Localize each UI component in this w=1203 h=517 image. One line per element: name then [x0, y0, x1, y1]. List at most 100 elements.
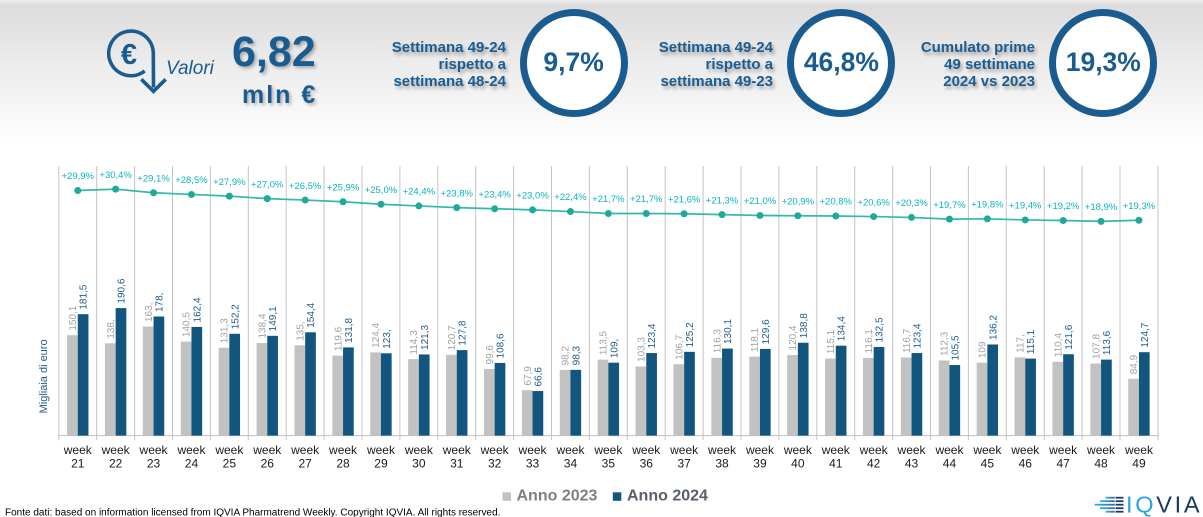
svg-text:106,7: 106,7 [674, 334, 685, 359]
svg-text:+23,0%: +23,0% [516, 191, 549, 202]
svg-text:24: 24 [185, 457, 199, 471]
svg-text:117,: 117, [1016, 334, 1027, 353]
svg-text:39: 39 [753, 457, 767, 471]
svg-text:115,1: 115,1 [826, 329, 837, 354]
svg-text:28: 28 [336, 457, 350, 471]
svg-text:+23,4%: +23,4% [478, 189, 511, 200]
svg-text:26: 26 [261, 457, 275, 471]
svg-text:week: week [631, 443, 661, 457]
svg-text:150,1: 150,1 [68, 305, 79, 330]
svg-text:week: week [214, 443, 244, 457]
svg-text:116,7: 116,7 [902, 328, 913, 353]
svg-text:week: week [139, 443, 169, 457]
svg-text:36: 36 [640, 457, 654, 471]
svg-text:108,6: 108,6 [496, 333, 507, 358]
svg-text:Fonte dati: based on informati: Fonte dati: based on information license… [5, 507, 500, 517]
svg-text:41: 41 [829, 457, 843, 471]
svg-text:27: 27 [298, 457, 312, 471]
svg-text:105,5: 105,5 [950, 335, 961, 360]
svg-text:+24,4%: +24,4% [403, 187, 436, 198]
svg-text:125,2: 125,2 [685, 322, 696, 347]
svg-text:week: week [934, 443, 964, 457]
svg-text:113,6: 113,6 [1102, 330, 1113, 355]
svg-text:week: week [972, 443, 1002, 457]
svg-text:week: week [1010, 443, 1040, 457]
svg-text:149,1: 149,1 [268, 306, 279, 331]
svg-text:+27,0%: +27,0% [251, 179, 284, 190]
svg-text:+30,4%: +30,4% [99, 170, 132, 181]
svg-text:134,4: 134,4 [837, 316, 848, 341]
svg-text:22: 22 [109, 457, 123, 471]
svg-text:127,8: 127,8 [458, 320, 469, 345]
svg-text:43: 43 [905, 457, 919, 471]
svg-text:week: week [442, 443, 472, 457]
svg-text:35: 35 [602, 457, 616, 471]
svg-text:129,6: 129,6 [761, 319, 772, 344]
svg-text:131,8: 131,8 [344, 317, 355, 342]
svg-text:110,4: 110,4 [1053, 333, 1064, 358]
svg-text:+21,3%: +21,3% [706, 195, 739, 206]
svg-text:30: 30 [412, 457, 426, 471]
svg-text:week: week [783, 443, 813, 457]
svg-text:116,3: 116,3 [712, 329, 723, 354]
svg-text:44: 44 [943, 457, 957, 471]
svg-text:107,8: 107,8 [1091, 334, 1102, 359]
svg-text:week: week [593, 443, 623, 457]
svg-text:21: 21 [71, 457, 85, 471]
svg-text:week: week [1048, 443, 1078, 457]
svg-text:115,1: 115,1 [1026, 329, 1037, 354]
svg-text:45: 45 [981, 457, 995, 471]
svg-text:week: week [366, 443, 396, 457]
svg-text:116,1: 116,1 [864, 329, 875, 354]
svg-text:163,: 163, [144, 303, 155, 322]
svg-text:+23,8%: +23,8% [441, 188, 474, 199]
svg-text:Anno 2024: Anno 2024 [627, 488, 708, 505]
svg-text:+21,7%: +21,7% [630, 194, 663, 205]
svg-text:34: 34 [564, 457, 578, 471]
svg-text:138,8: 138,8 [799, 313, 810, 338]
svg-text:66,6: 66,6 [534, 367, 545, 387]
svg-text:109: 109 [978, 341, 989, 358]
svg-text:67,9: 67,9 [523, 366, 534, 386]
svg-text:+20,9%: +20,9% [782, 196, 815, 207]
svg-text:Migliaia di euro: Migliaia di euro [38, 339, 50, 413]
svg-text:+26,5%: +26,5% [289, 181, 322, 192]
svg-text:112,3: 112,3 [940, 331, 951, 356]
svg-text:162,4: 162,4 [192, 297, 203, 322]
svg-text:IQVIA: IQVIA [1126, 492, 1202, 517]
svg-text:+21,6%: +21,6% [668, 194, 701, 205]
svg-text:131,3: 131,3 [220, 318, 231, 343]
svg-text:week: week [63, 443, 93, 457]
svg-text:week: week [1124, 443, 1154, 457]
svg-text:+21,7%: +21,7% [592, 194, 625, 205]
svg-text:+20,8%: +20,8% [820, 197, 853, 208]
svg-text:154,4: 154,4 [306, 302, 317, 327]
svg-text:Anno 2023: Anno 2023 [517, 488, 598, 505]
svg-text:84,9: 84,9 [1129, 354, 1140, 374]
svg-text:week: week [518, 443, 548, 457]
svg-text:48: 48 [1094, 457, 1108, 471]
svg-text:+29,1%: +29,1% [137, 173, 170, 184]
svg-text:33: 33 [526, 457, 540, 471]
svg-text:123,4: 123,4 [913, 323, 924, 348]
svg-text:29: 29 [374, 457, 388, 471]
svg-text:+22,4%: +22,4% [554, 192, 587, 203]
svg-text:week: week [821, 443, 851, 457]
svg-text:week: week [897, 443, 927, 457]
svg-text:+19,3%: +19,3% [1123, 201, 1156, 212]
svg-text:140,5: 140,5 [182, 312, 193, 337]
svg-text:123,4: 123,4 [647, 323, 658, 348]
svg-text:47: 47 [1056, 457, 1070, 471]
svg-text:week: week [176, 443, 206, 457]
svg-text:118,1: 118,1 [750, 327, 761, 352]
svg-text:+19,7%: +19,7% [933, 200, 966, 211]
svg-text:week: week [404, 443, 434, 457]
svg-text:98,2: 98,2 [561, 345, 572, 365]
svg-text:136,2: 136,2 [988, 315, 999, 340]
svg-text:week: week [859, 443, 889, 457]
svg-text:121,3: 121,3 [420, 324, 431, 349]
svg-text:103,3: 103,3 [637, 337, 648, 362]
svg-text:23: 23 [147, 457, 161, 471]
svg-text:46: 46 [1019, 457, 1033, 471]
svg-text:31: 31 [450, 457, 464, 471]
